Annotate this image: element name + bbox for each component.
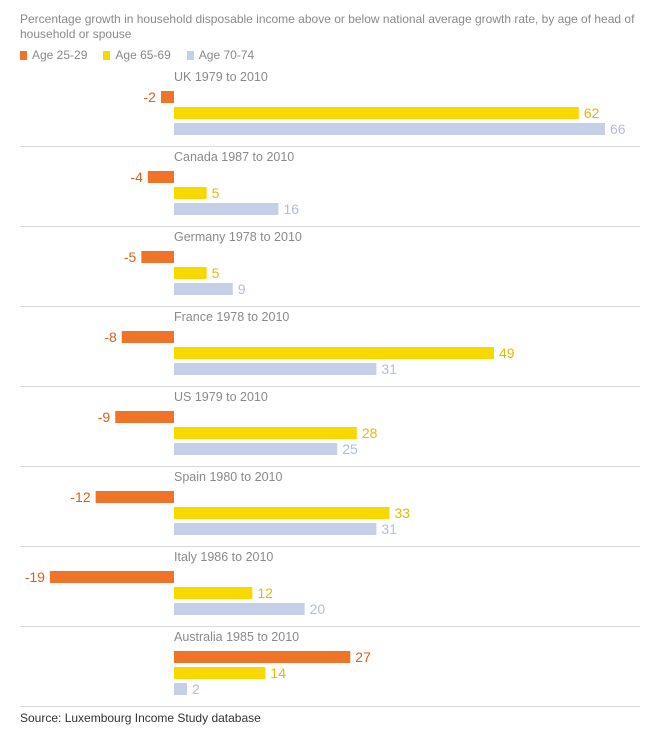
bar bbox=[174, 203, 279, 215]
bar bbox=[174, 443, 338, 455]
bar bbox=[174, 507, 390, 519]
data-label: 31 bbox=[381, 361, 397, 377]
data-label: -4 bbox=[130, 169, 143, 185]
bar bbox=[174, 283, 233, 295]
legend: Age 25-29 Age 65-69 Age 70-74 bbox=[20, 48, 254, 62]
category-label: US 1979 to 2010 bbox=[174, 390, 268, 404]
bar bbox=[174, 187, 207, 199]
data-label: -5 bbox=[124, 249, 137, 265]
bar bbox=[174, 107, 579, 119]
legend-item-age-70-74: Age 70-74 bbox=[186, 48, 255, 62]
data-label: 16 bbox=[283, 201, 299, 217]
legend-item-age-65-69: Age 65-69 bbox=[103, 48, 171, 62]
bar bbox=[174, 651, 351, 663]
data-label: 27 bbox=[355, 649, 371, 665]
bar bbox=[115, 411, 174, 423]
data-label: 2 bbox=[192, 681, 200, 697]
bar bbox=[49, 571, 174, 583]
category-label: Germany 1978 to 2010 bbox=[174, 230, 302, 244]
data-label: 33 bbox=[394, 505, 410, 521]
bar bbox=[174, 267, 207, 279]
category-label: Canada 1987 to 2010 bbox=[174, 150, 294, 164]
category-label: Australia 1985 to 2010 bbox=[174, 630, 299, 644]
bar bbox=[174, 667, 266, 679]
category-label: Spain 1980 to 2010 bbox=[174, 470, 282, 484]
data-label: 49 bbox=[499, 345, 515, 361]
data-label: 31 bbox=[381, 521, 397, 537]
data-label: 25 bbox=[342, 441, 358, 457]
data-label: -19 bbox=[25, 569, 45, 585]
data-label: 28 bbox=[362, 425, 378, 441]
data-label: -2 bbox=[143, 89, 156, 105]
data-label: 62 bbox=[584, 105, 600, 121]
category-label: Italy 1986 to 2010 bbox=[174, 550, 273, 564]
chart-subtitle: Percentage growth in household disposabl… bbox=[20, 12, 635, 41]
bar bbox=[174, 587, 253, 599]
legend-swatch bbox=[186, 50, 194, 60]
legend-label: Age 70-74 bbox=[198, 48, 255, 62]
bar bbox=[174, 603, 305, 615]
legend-swatch bbox=[103, 50, 111, 60]
data-label: 5 bbox=[212, 185, 220, 201]
legend-swatch bbox=[20, 50, 27, 60]
bar bbox=[147, 171, 174, 183]
data-label: -8 bbox=[104, 329, 117, 345]
bar bbox=[174, 363, 377, 375]
bar bbox=[174, 523, 377, 535]
legend-item-age-25-29: Age 25-29 bbox=[20, 48, 87, 62]
bar bbox=[174, 683, 188, 695]
data-label: -12 bbox=[70, 489, 90, 505]
data-label: 12 bbox=[257, 585, 273, 601]
data-label: 9 bbox=[238, 281, 246, 297]
legend-label: Age 65-69 bbox=[115, 48, 171, 62]
legend-label: Age 25-29 bbox=[32, 48, 88, 62]
data-label: 66 bbox=[610, 121, 626, 137]
bar bbox=[174, 123, 605, 135]
bar bbox=[121, 331, 174, 343]
source-note: Source: Luxembourg Income Study database bbox=[20, 711, 261, 725]
category-label: France 1978 to 2010 bbox=[174, 310, 289, 324]
bar bbox=[95, 491, 174, 503]
data-label: -9 bbox=[98, 409, 111, 425]
category-label: UK 1979 to 2010 bbox=[174, 70, 268, 84]
bar bbox=[160, 91, 174, 103]
data-label: 14 bbox=[270, 665, 286, 681]
data-label: 20 bbox=[310, 601, 326, 617]
bar bbox=[174, 427, 357, 439]
bar bbox=[174, 347, 494, 359]
bar bbox=[141, 251, 174, 263]
data-label: 5 bbox=[212, 265, 220, 281]
